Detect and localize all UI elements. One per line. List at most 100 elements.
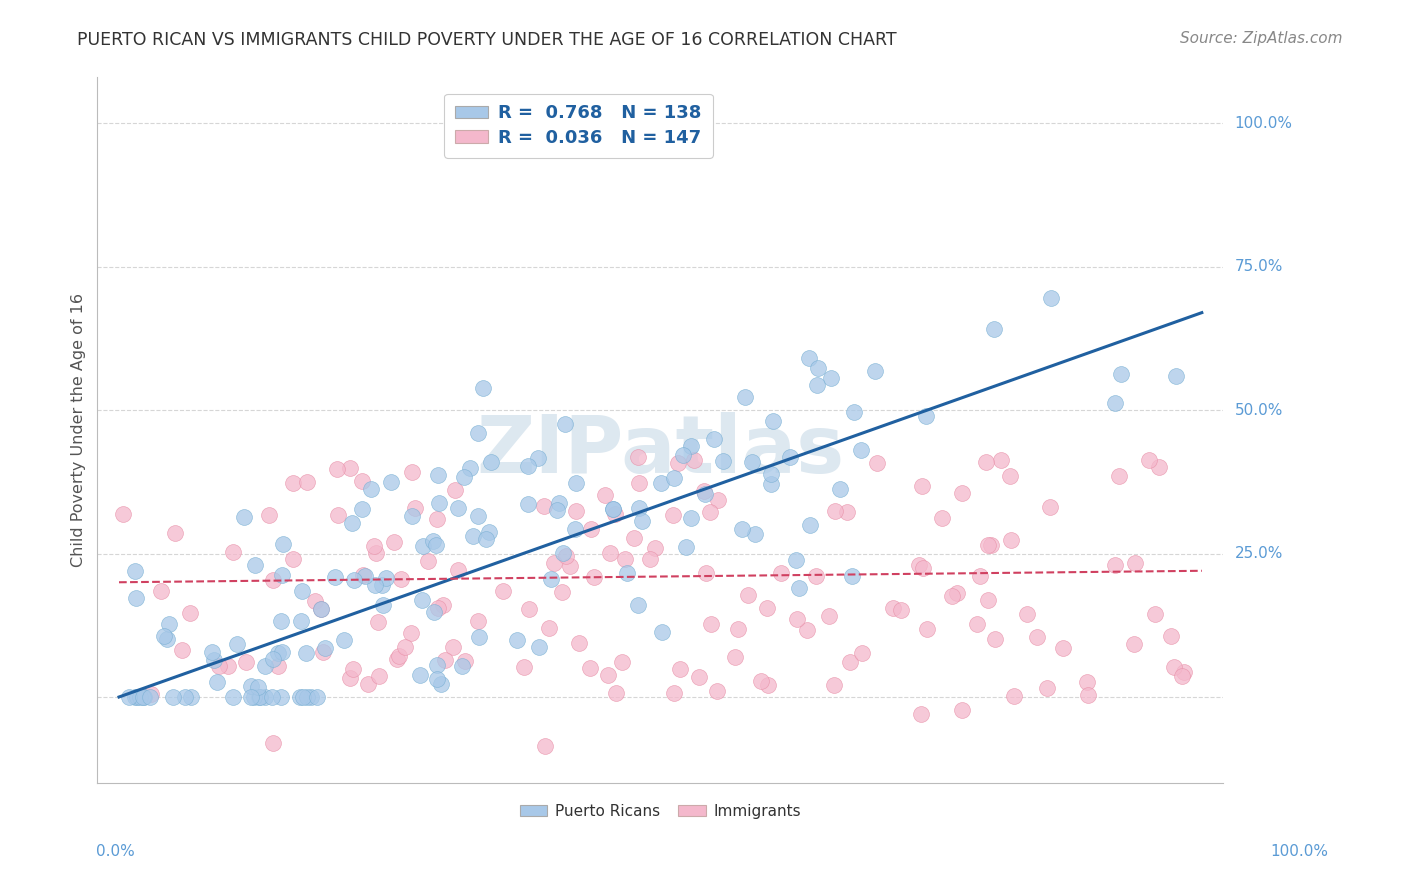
Point bbox=[695, 566, 717, 580]
Point bbox=[271, 537, 294, 551]
Point bbox=[432, 598, 454, 612]
Point bbox=[662, 471, 685, 485]
Point bbox=[950, 704, 973, 718]
Text: 100.0%: 100.0% bbox=[1271, 845, 1329, 859]
Point bbox=[370, 578, 392, 592]
Point bbox=[240, 680, 263, 694]
Legend: Puerto Ricans, Immigrants: Puerto Ricans, Immigrants bbox=[513, 797, 807, 825]
Point bbox=[387, 648, 409, 663]
Point bbox=[1160, 629, 1182, 643]
Point bbox=[427, 600, 450, 615]
Point bbox=[149, 584, 172, 599]
Point bbox=[447, 563, 470, 577]
Point bbox=[976, 537, 998, 551]
Point bbox=[128, 690, 150, 704]
Point bbox=[1002, 689, 1025, 703]
Point bbox=[226, 637, 249, 651]
Point bbox=[180, 690, 202, 704]
Point bbox=[1173, 665, 1195, 680]
Point bbox=[628, 500, 651, 515]
Point bbox=[998, 469, 1021, 483]
Point bbox=[1104, 396, 1126, 410]
Point bbox=[290, 614, 312, 628]
Point bbox=[235, 655, 257, 669]
Point bbox=[910, 706, 932, 721]
Point bbox=[132, 690, 155, 704]
Point bbox=[288, 690, 311, 704]
Point bbox=[467, 425, 489, 440]
Point bbox=[125, 690, 148, 704]
Point bbox=[283, 552, 305, 566]
Point bbox=[950, 485, 973, 500]
Point bbox=[155, 632, 177, 647]
Point bbox=[425, 537, 447, 551]
Point bbox=[669, 662, 692, 676]
Point bbox=[731, 522, 754, 536]
Point bbox=[564, 503, 586, 517]
Point bbox=[599, 546, 621, 560]
Point bbox=[623, 531, 645, 545]
Point bbox=[426, 658, 449, 673]
Point bbox=[796, 623, 818, 637]
Point bbox=[312, 645, 335, 659]
Point bbox=[759, 467, 782, 482]
Point bbox=[550, 585, 572, 599]
Point bbox=[565, 475, 588, 490]
Point bbox=[890, 603, 912, 617]
Point bbox=[980, 538, 1002, 552]
Point bbox=[824, 503, 846, 517]
Point bbox=[578, 661, 600, 675]
Point bbox=[613, 551, 636, 566]
Point bbox=[222, 690, 245, 704]
Point bbox=[309, 601, 332, 615]
Point bbox=[688, 670, 710, 684]
Point bbox=[374, 571, 396, 585]
Point bbox=[631, 514, 654, 528]
Point bbox=[699, 505, 721, 519]
Point bbox=[786, 612, 808, 626]
Point bbox=[401, 509, 423, 524]
Point bbox=[644, 541, 666, 556]
Point bbox=[931, 511, 953, 525]
Point bbox=[1052, 640, 1074, 655]
Point bbox=[651, 624, 673, 639]
Point bbox=[323, 570, 346, 584]
Point bbox=[516, 459, 538, 474]
Point bbox=[1163, 659, 1185, 673]
Point bbox=[451, 658, 474, 673]
Point bbox=[661, 508, 683, 522]
Point bbox=[506, 633, 529, 648]
Point bbox=[124, 591, 146, 606]
Point bbox=[820, 370, 842, 384]
Point bbox=[179, 606, 201, 620]
Point bbox=[408, 668, 430, 682]
Point bbox=[683, 453, 706, 467]
Point bbox=[1076, 674, 1098, 689]
Point bbox=[262, 736, 284, 750]
Point bbox=[433, 653, 456, 667]
Point bbox=[291, 584, 314, 599]
Point bbox=[849, 442, 872, 457]
Point bbox=[650, 476, 672, 491]
Point bbox=[340, 516, 363, 530]
Point bbox=[1015, 607, 1038, 621]
Point bbox=[1000, 533, 1022, 547]
Point bbox=[915, 622, 938, 636]
Point bbox=[426, 467, 449, 482]
Point bbox=[458, 461, 481, 475]
Point bbox=[352, 568, 374, 582]
Point bbox=[806, 377, 828, 392]
Point bbox=[162, 690, 184, 704]
Point bbox=[564, 523, 586, 537]
Point bbox=[422, 533, 444, 548]
Point bbox=[693, 483, 716, 498]
Point bbox=[1122, 637, 1144, 651]
Point bbox=[911, 479, 934, 493]
Point bbox=[851, 646, 873, 660]
Point bbox=[799, 518, 821, 533]
Point bbox=[217, 659, 239, 673]
Point bbox=[844, 405, 866, 419]
Point bbox=[472, 381, 495, 395]
Point bbox=[602, 502, 624, 516]
Point bbox=[333, 633, 356, 648]
